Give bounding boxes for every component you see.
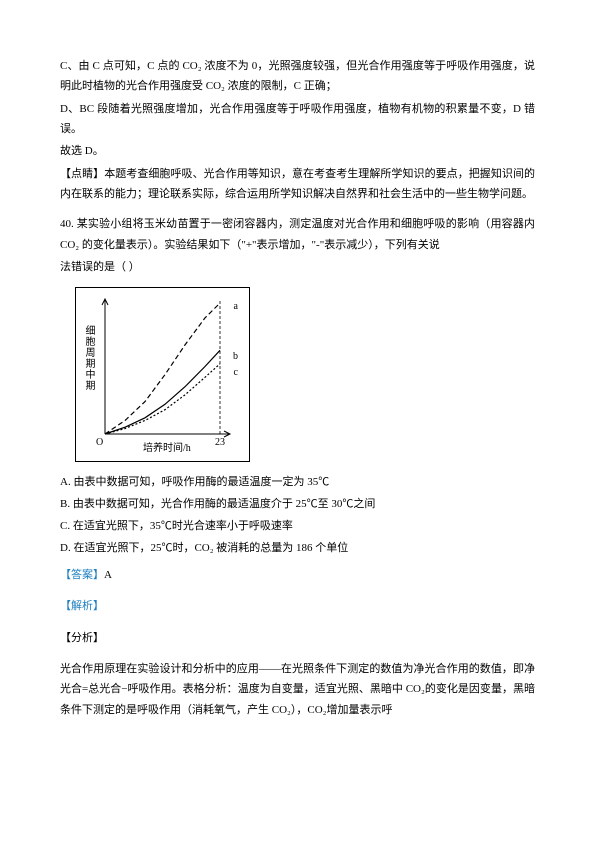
analysis-pre: 【分析】 [60,628,535,648]
svg-text:23: 23 [215,437,225,448]
option-c: C. 在适宜光照下，35℃时光合速率小于呼吸速率 [60,516,535,537]
y-axis-label: 细胞周期中期 [81,325,96,391]
options-block: A. 由表中数据可知，呼吸作用酶的最适温度一定为 35℃ B. 由表中数据可知，… [60,472,535,559]
curve-label-a: a [234,301,238,312]
paragraph-tip: 【点睛】本题考查细胞呼吸、光合作用等知识，意在考查考生理解所学知识的要点，把握知… [60,164,535,205]
analysis-label-line: 【解析】 [60,596,535,616]
chart-container: O 23 细胞周期中期 培养时间/h a b c [75,287,250,462]
question-stem-pre: 某实验小组将玉米幼苗置于一密闭容器内，测定温度对光合作用和细胞呼吸的影响（用容器… [60,218,535,250]
analysis-body: 光合作用原理在实验设计和分析中的应用——在光照条件下测定的数值为净光合作用的数值… [60,659,535,720]
x-axis-label: 培养时间/h [143,439,191,454]
answer-label: 【答案】 [60,569,104,581]
paragraph-conclusion: 故选 D。 [60,141,535,161]
svg-text:O: O [96,437,103,448]
option-b: B. 由表中数据可知，光合作用酶的最适温度介于 25℃至 30℃之间 [60,494,535,515]
paragraph-d: D、BC 段随着光照强度增加，光合作用强度等于呼吸作用强度，植物有机物的积累量不… [60,99,535,140]
curve-label-c: c [234,367,238,378]
analysis-label: 【解析】 [60,600,104,612]
answer-value: A [104,569,112,581]
curve-label-b: b [233,351,238,362]
question-stem-2: 法错误的是（ ） [60,257,535,277]
question-number: 40. [60,218,74,230]
line-chart: O 23 [75,287,250,462]
answer-line: 【答案】A [60,565,535,585]
paragraph-c: C、由 C 点可知，C 点的 CO₂ 浓度不为 0，光照强度较强，但光合作用强度… [60,56,535,97]
option-d: D. 在适宜光照下，25℃时，CO₂ 被消耗的总量为 186 个单位 [60,538,535,559]
question-stem-1: 40. 某实验小组将玉米幼苗置于一密闭容器内，测定温度对光合作用和细胞呼吸的影响… [60,214,535,255]
option-a: A. 由表中数据可知，呼吸作用酶的最适温度一定为 35℃ [60,472,535,493]
